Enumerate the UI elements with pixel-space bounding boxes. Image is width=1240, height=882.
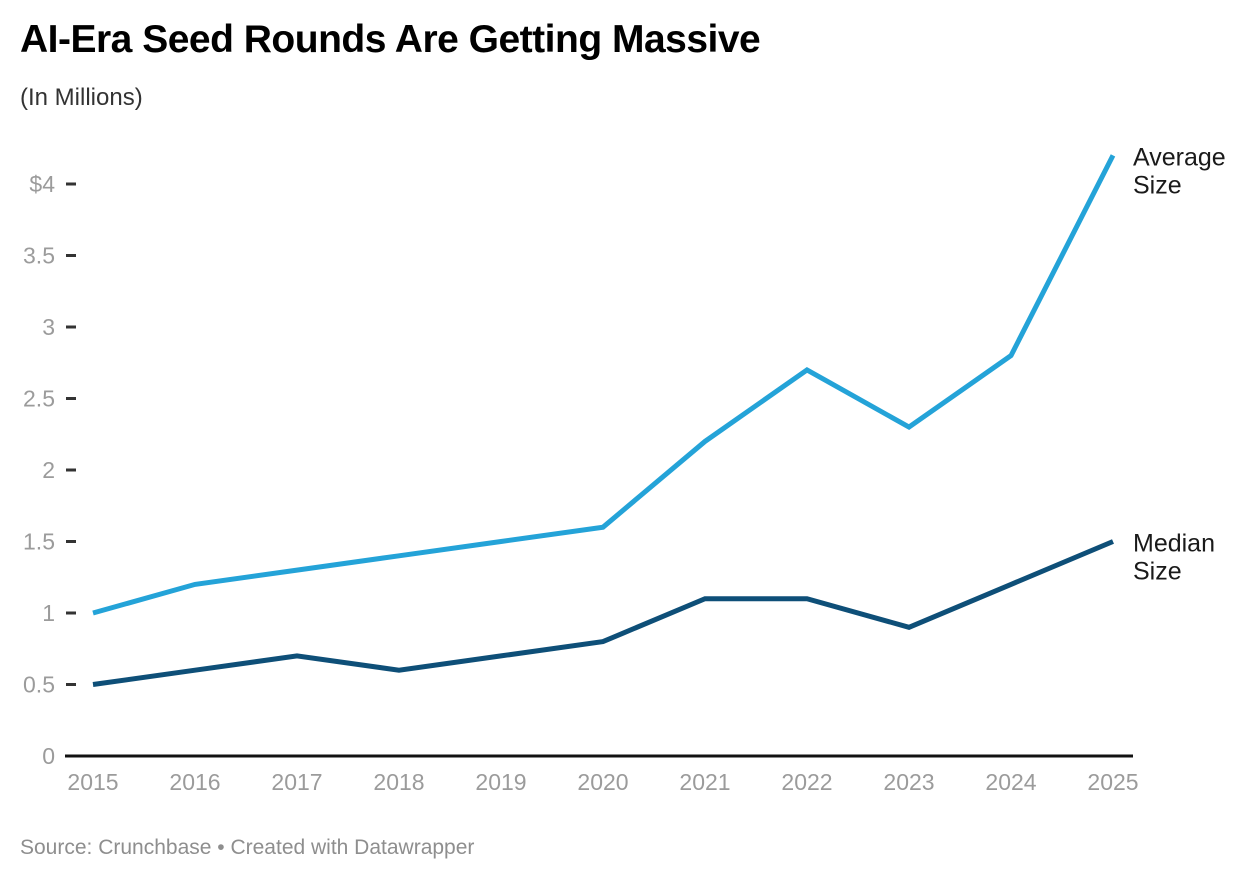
- series-line-median-size: [92, 539, 1114, 687]
- x-year-label: 2016: [169, 769, 220, 795]
- y-axis: 0 0.5 1 1.5 2 2.5 3 3.5 $4: [23, 171, 76, 769]
- y-tick-label: 2.5: [23, 386, 55, 412]
- y-tick-label: 1.5: [23, 529, 55, 555]
- y-tick-label: 0: [42, 743, 55, 769]
- x-year-label: 2018: [373, 769, 424, 795]
- x-year-label: 2023: [883, 769, 934, 795]
- x-year-label: 2019: [475, 769, 526, 795]
- x-year-label: 2015: [67, 769, 118, 795]
- x-year-label: 2021: [679, 769, 730, 795]
- series-label-average-size: Average Size: [1133, 143, 1226, 199]
- series-labels: Average Size Median Size: [1133, 143, 1226, 585]
- y-tick-label: 3.5: [23, 243, 55, 269]
- x-year-label: 2025: [1087, 769, 1138, 795]
- series-label-median-size: Median Size: [1133, 530, 1215, 586]
- x-year-label: 2024: [985, 769, 1036, 795]
- x-axis: 2015 2016 2017 2018 2019 2020 2021 2022 2023 2024…: [65, 754, 1139, 795]
- series-line-average-size: [92, 154, 1116, 616]
- series-lines: [92, 154, 1116, 687]
- y-tick-label: 0.5: [23, 672, 55, 698]
- y-tick-label: 3: [42, 314, 55, 340]
- y-tick-label: 1: [42, 600, 55, 626]
- source-attribution: Source: Crunchbase • Created with Datawr…: [20, 836, 475, 859]
- x-year-label: 2020: [577, 769, 628, 795]
- x-year-label: 2017: [271, 769, 322, 795]
- chart-subtitle: (In Millions): [20, 84, 143, 111]
- x-year-label: 2022: [781, 769, 832, 795]
- y-tick-label: 2: [42, 457, 55, 483]
- y-tick-label: $4: [29, 171, 55, 197]
- chart-title: AI-Era Seed Rounds Are Getting Massive: [20, 18, 761, 61]
